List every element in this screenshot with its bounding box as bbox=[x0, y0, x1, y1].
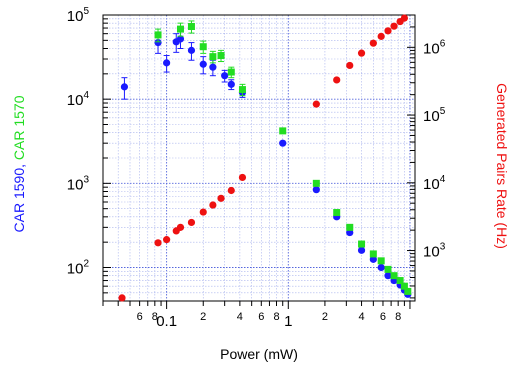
data-points bbox=[118, 14, 412, 302]
grid bbox=[102, 14, 415, 302]
x-tick-label: 0.1 bbox=[156, 313, 177, 330]
series-0-point bbox=[279, 139, 287, 147]
left-y-tick-label: 103 bbox=[67, 174, 90, 193]
series-0-point bbox=[227, 80, 235, 88]
left-y-axis-title-part: CAR 1570 bbox=[11, 95, 27, 160]
series-2-point bbox=[187, 218, 196, 227]
series-0-point bbox=[163, 59, 171, 67]
x-tick-label: 8 bbox=[152, 311, 158, 323]
x-tick-label: 2 bbox=[200, 311, 206, 323]
x-tick-label: 4 bbox=[358, 311, 364, 323]
series-2-point bbox=[390, 22, 398, 30]
series-1-point bbox=[312, 179, 320, 187]
series-1-point bbox=[176, 25, 184, 33]
left-y-tick-label: 104 bbox=[67, 90, 90, 109]
series-1-point bbox=[369, 250, 377, 258]
series-0-point bbox=[357, 246, 366, 254]
series-2-point bbox=[384, 27, 392, 35]
left-y-tick-label: 105 bbox=[67, 6, 90, 25]
series-2-point bbox=[369, 39, 377, 47]
series-2-point bbox=[199, 208, 207, 216]
axis-ticks bbox=[102, 14, 415, 309]
series-1-point bbox=[217, 52, 225, 60]
series-1-point bbox=[279, 127, 287, 135]
series-0-point bbox=[369, 255, 377, 263]
x-tick-label: 4 bbox=[237, 311, 243, 323]
left-y-axis-title-part: , bbox=[11, 160, 27, 168]
series-1-point bbox=[390, 272, 398, 280]
series-0-point bbox=[377, 263, 385, 272]
series-1-point bbox=[154, 31, 162, 39]
right-y-tick-label: 106 bbox=[423, 38, 446, 57]
series-2-point bbox=[176, 223, 185, 231]
series-2-point bbox=[333, 76, 341, 84]
right-y-axis-title: Generated Pairs Rate (Hz) bbox=[494, 83, 510, 249]
right-y-tick-label: 105 bbox=[423, 106, 446, 125]
right-y-tick-label: 104 bbox=[423, 174, 446, 193]
series-1-point bbox=[400, 282, 408, 290]
x-axis-title: Power (mW) bbox=[220, 346, 298, 362]
x-tick-label: 8 bbox=[395, 311, 401, 323]
left-y-axis-title-part: CAR 1590 bbox=[11, 168, 27, 233]
series-1-point bbox=[384, 265, 392, 273]
series-2-point bbox=[209, 201, 217, 209]
x-tick-label: 6 bbox=[258, 311, 264, 323]
series-1-point bbox=[396, 277, 404, 285]
series-0-point bbox=[312, 186, 320, 194]
series-0-point bbox=[176, 35, 185, 43]
x-tick-label: 8 bbox=[273, 311, 279, 323]
series-1-point bbox=[227, 68, 235, 76]
series-0-point bbox=[199, 60, 207, 68]
series-1-point bbox=[238, 86, 246, 94]
series-1-point bbox=[187, 23, 195, 31]
x-tick-label: 6 bbox=[137, 311, 143, 323]
series-1-point bbox=[404, 287, 412, 295]
series-2-point bbox=[227, 186, 235, 195]
series-0-point bbox=[187, 46, 196, 54]
series-0-point bbox=[209, 63, 217, 71]
series-2-point bbox=[163, 236, 171, 244]
series-1-point bbox=[346, 223, 354, 231]
x-tick-label: 2 bbox=[322, 311, 328, 323]
left-y-tick-label: 102 bbox=[67, 259, 90, 278]
series-1-point bbox=[358, 240, 366, 248]
series-1-point bbox=[377, 257, 385, 265]
series-2-point bbox=[118, 294, 126, 302]
series-2-point bbox=[346, 61, 354, 70]
series-2-point bbox=[154, 239, 162, 247]
series-0-point bbox=[384, 272, 392, 280]
series-1-point bbox=[209, 53, 217, 61]
series-2-point bbox=[217, 194, 225, 202]
series-0-point bbox=[221, 72, 229, 80]
series-2-point bbox=[357, 49, 366, 57]
left-y-axis-title: CAR 1590, CAR 1570 bbox=[11, 95, 27, 232]
series-2-point bbox=[238, 173, 247, 182]
series-2-point bbox=[400, 14, 408, 22]
series-2-point bbox=[377, 32, 385, 40]
x-tick-label: 6 bbox=[380, 311, 386, 323]
series-0-point bbox=[120, 83, 129, 91]
series-0-point bbox=[154, 38, 162, 47]
series-2-point bbox=[312, 100, 320, 108]
series-1-point bbox=[199, 43, 207, 51]
x-tick-label: 1 bbox=[284, 313, 292, 330]
series-1-point bbox=[333, 209, 341, 217]
right-y-tick-label: 103 bbox=[423, 242, 446, 261]
